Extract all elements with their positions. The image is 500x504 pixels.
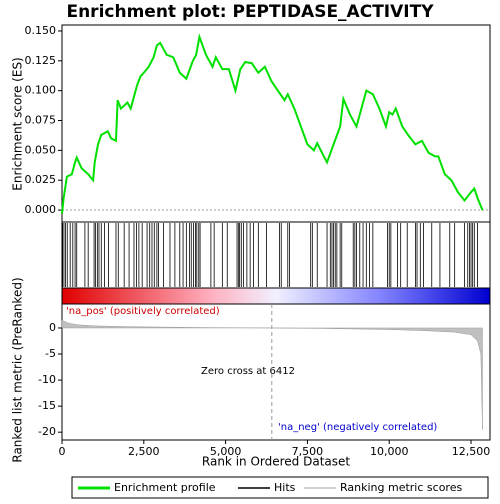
metric-frame — [61, 303, 491, 441]
x-tick-label: 2,500 — [128, 445, 160, 458]
x-tick-label: 0 — [59, 445, 66, 458]
y-tick-label: -15 — [38, 399, 56, 412]
y-tick-label: 0 — [49, 321, 56, 334]
x-tick-label: 5,000 — [210, 445, 242, 458]
es-axis-label: Enrichment score (ES) — [11, 57, 25, 190]
y-tick-label: 0.000 — [25, 203, 57, 216]
y-tick-label: 0.100 — [25, 84, 57, 97]
pos-label: 'na_pos' (positively correlated) — [66, 306, 220, 317]
y-tick-label: 0.150 — [25, 24, 57, 37]
y-tick-label: 0.025 — [25, 173, 57, 186]
legend-label: Enrichment profile — [114, 481, 216, 494]
metric-area — [61, 319, 483, 430]
x-axis-label: Rank in Ordered Dataset — [202, 455, 350, 469]
y-tick-label: -20 — [38, 425, 56, 438]
y-tick-label: 0.050 — [25, 143, 57, 156]
legend — [71, 476, 489, 499]
y-tick-label: -5 — [45, 347, 56, 360]
neg-label: 'na_neg' (negatively correlated) — [278, 422, 437, 433]
legend-label: Hits — [274, 481, 296, 494]
y-tick-label: 0.075 — [25, 114, 57, 127]
zero-cross-label: Zero cross at 6412 — [201, 366, 295, 377]
y-tick-label: 0.125 — [25, 54, 57, 67]
enrichment-line — [61, 33, 484, 214]
x-tick-label: 7,500 — [292, 445, 324, 458]
hits-frame — [61, 221, 491, 289]
y-tick-label: -10 — [38, 373, 56, 386]
x-tick-label: 12,500 — [452, 445, 491, 458]
metric-axis-label: Ranked list metric (PreRanked) — [11, 277, 25, 462]
x-tick-label: 10,000 — [370, 445, 409, 458]
es-frame — [61, 24, 491, 223]
color-band — [61, 287, 491, 305]
chart-title: Enrichment plot: PEPTIDASE_ACTIVITY — [66, 2, 434, 22]
legend-label: Ranking metric scores — [340, 481, 462, 494]
